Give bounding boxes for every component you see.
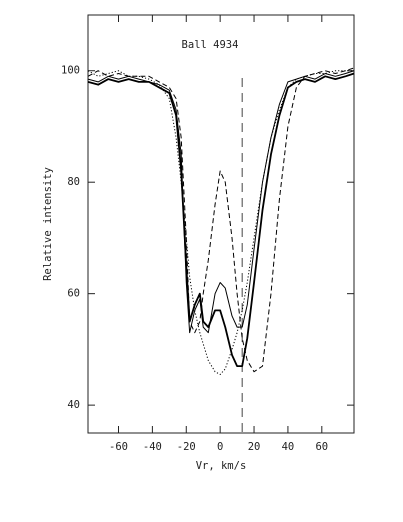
x-tick-label: 20	[248, 441, 261, 453]
x-tick-label: 60	[315, 441, 328, 453]
spectrum-line	[87, 72, 355, 368]
x-tick-label: 0	[217, 441, 223, 453]
spectrum-line	[87, 70, 354, 375]
y-tick-label: 60	[67, 288, 80, 300]
chart-title: Ball 4934	[182, 39, 239, 51]
x-axis-label: Vr, km/s	[196, 460, 247, 472]
spectrum-line	[87, 70, 355, 334]
y-tick-label: 40	[67, 399, 80, 411]
y-axis-label: Relative intensity	[42, 167, 54, 281]
plot-frame	[87, 14, 355, 434]
y-tick-label: 80	[67, 176, 80, 188]
y-tick-label: 100	[61, 65, 80, 77]
x-tick-label: 40	[282, 441, 295, 453]
x-tick-label: -60	[109, 441, 128, 453]
x-tick-label: -40	[143, 441, 162, 453]
spectrum-line	[87, 67, 355, 373]
x-tick-label: -20	[177, 441, 196, 453]
